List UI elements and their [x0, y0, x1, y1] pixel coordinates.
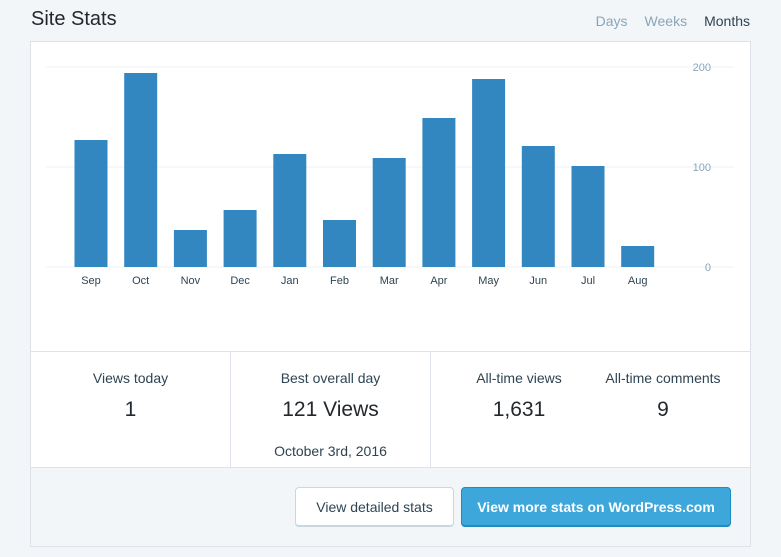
page-title: Site Stats	[31, 8, 117, 30]
x-tick-label: Mar	[380, 275, 399, 287]
stat-divider	[430, 352, 431, 467]
tab-months[interactable]: Months	[704, 13, 750, 29]
bar-sep	[74, 140, 108, 267]
stat-value: 1	[124, 398, 137, 421]
card-footer: View detailed stats View more stats on W…	[31, 468, 750, 546]
stat-all-time-comments: All-time comments 9	[591, 352, 735, 467]
chart-area: 0 100 200 Sep Oct Nov Dec Jan Feb Mar Apr May Jun Jul…	[31, 42, 750, 351]
stat-all-time-views: All-time views 1,631	[451, 352, 587, 467]
stat-value: 121 Views	[282, 398, 379, 421]
stat-value: 9	[657, 398, 669, 421]
bar-jan	[273, 154, 307, 267]
x-tick-label: Oct	[132, 275, 149, 287]
x-tick-label: Apr	[430, 275, 447, 287]
bar-nov	[173, 230, 207, 267]
bar-aug	[621, 246, 655, 267]
x-tick-label: Dec	[230, 275, 250, 287]
bar-oct	[124, 73, 158, 267]
y-tick-label: 0	[705, 262, 711, 274]
x-tick-label: Nov	[181, 275, 201, 287]
tab-weeks[interactable]: Weeks	[644, 13, 688, 29]
bar-dec	[223, 210, 257, 267]
stat-value: 1,631	[492, 398, 546, 421]
bar-feb	[323, 220, 356, 267]
bar-mar	[372, 158, 406, 267]
stats-summary: Views today 1 Best overall day 121 Views…	[31, 351, 750, 468]
bar-apr	[422, 118, 456, 267]
tab-days[interactable]: Days	[595, 13, 628, 29]
y-tick-label: 200	[693, 62, 711, 74]
stats-card: 0 100 200 Sep Oct Nov Dec Jan Feb Mar Apr May Jun Jul…	[30, 41, 751, 547]
header: Site Stats Days Weeks Months	[0, 0, 781, 41]
x-tick-label: Jul	[581, 275, 595, 287]
stat-label: Views today	[92, 370, 169, 386]
y-tick-label: 100	[693, 162, 711, 174]
bar-jul	[571, 166, 605, 267]
x-tick-label: Sep	[81, 275, 101, 287]
view-more-stats-button[interactable]: View more stats on WordPress.com	[461, 487, 731, 527]
stat-label: All-time views	[476, 370, 562, 386]
bar-may	[472, 79, 506, 267]
stat-label: All-time comments	[605, 370, 721, 386]
stat-best-day: Best overall day 121 Views October 3rd, …	[231, 352, 430, 467]
x-tick-label: Feb	[330, 275, 349, 287]
period-tabs: Days Weeks Months	[596, 13, 750, 29]
x-tick-label: May	[478, 275, 499, 287]
view-detailed-stats-button[interactable]: View detailed stats	[295, 487, 454, 527]
stat-views-today: Views today 1	[31, 352, 230, 467]
bar-jun	[521, 146, 555, 267]
views-bar-chart: 0 100 200 Sep Oct Nov Dec Jan Feb Mar Apr May Jun Jul…	[46, 62, 734, 287]
x-tick-label: Aug	[628, 275, 648, 287]
x-tick-label: Jan	[281, 275, 299, 287]
stat-divider	[230, 352, 231, 467]
x-tick-label: Jun	[529, 275, 547, 287]
stat-label: Best overall day	[280, 370, 381, 386]
stat-date: October 3rd, 2016	[274, 443, 387, 459]
